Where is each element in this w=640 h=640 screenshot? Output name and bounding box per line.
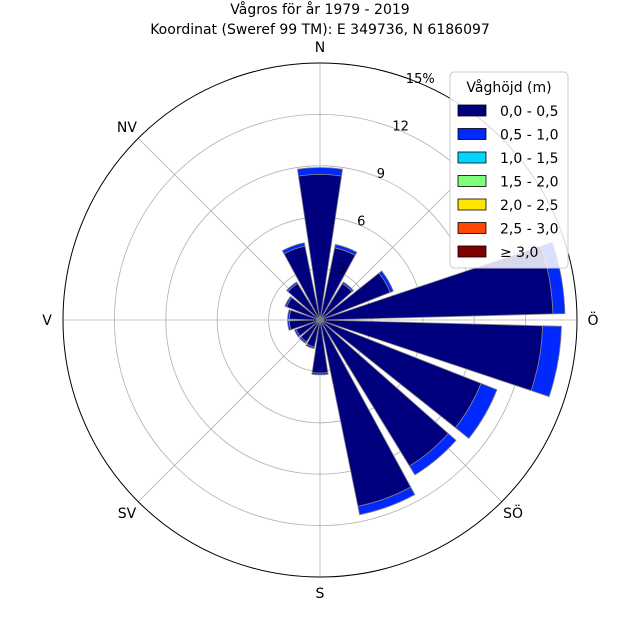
direction-label: V: [42, 313, 52, 329]
bar-dir-140-bin-1: [408, 432, 457, 476]
bar-dir-100-bin-1: [530, 325, 562, 398]
grid-spoke-225: [137, 319, 321, 503]
legend-swatch: [457, 104, 487, 117]
direction-label: SÖ: [503, 504, 523, 522]
radial-tick-label: 15%: [406, 72, 435, 87]
bar-dir-340-bin-1: [281, 242, 306, 255]
legend-entry-label: 1,5 - 2,0: [500, 175, 558, 191]
direction-label: SV: [118, 506, 137, 522]
legend-swatch: [457, 198, 487, 211]
legend-swatch: [457, 222, 487, 234]
chart-title: Vågros för år 1979 - 2019: [230, 1, 409, 18]
legend-swatch: [457, 151, 487, 164]
bar-dir-220-bin-1: [298, 336, 308, 344]
legend-frame: [449, 71, 569, 269]
legend-entry-label: 2,5 - 3,0: [500, 222, 558, 238]
radial-tick-label: 6: [357, 214, 365, 229]
legend: Våghöjd (m) 0,0 - 0,5 0,5 - 1,0 1,0 - 1,5 1…: [449, 71, 569, 269]
radial-tick-labels: 3 6 9 12 15%: [337, 72, 434, 277]
legend-swatch: [457, 245, 487, 258]
legend-title: Våghöjd (m): [466, 79, 551, 96]
legend-items: 0,0 - 0,5 0,5 - 1,0 1,0 - 1,5 1,5 - 2,0 2,0 …: [457, 104, 558, 261]
bar-dir-0-bin-1: [297, 167, 343, 177]
bar-dir-240-bin-1: [293, 328, 301, 338]
legend-swatch: [457, 128, 487, 140]
bar-dir-180-bin-1: [311, 372, 329, 376]
direction-label: Ö: [587, 311, 598, 329]
direction-label: N: [315, 40, 325, 56]
bar-dir-300-bin-1: [284, 295, 293, 308]
bar-dir-120-bin-1: [454, 382, 498, 439]
direction-labels: N NV V SV S SÖ Ö: [42, 40, 598, 602]
bar-dir-160-bin-1: [357, 486, 416, 516]
chart-subtitle: Koordinat (Sweref 99 TM): E 349736, N 61…: [150, 22, 490, 38]
legend-entry-label: 1,0 - 1,5: [500, 151, 558, 167]
direction-label: NV: [117, 120, 137, 136]
legend-swatch: [457, 175, 487, 187]
legend-entry-label: 0,5 - 1,0: [500, 128, 558, 144]
bar-dir-40-bin-1: [341, 281, 354, 293]
direction-label: S: [316, 586, 325, 602]
bar-dir-20-bin-1: [334, 243, 358, 256]
bar-dir-280-bin-1: [287, 309, 292, 320]
legend-entry-label: ≥ 3,0: [500, 245, 538, 261]
radial-tick-label: 12: [392, 119, 409, 134]
bar-dir-60-bin-1: [378, 270, 394, 293]
radial-tick-label: 3: [337, 262, 345, 277]
bar-dir-200-bin-1: [305, 343, 316, 350]
outer-circle: [62, 62, 578, 578]
legend-entry-label: 2,0 - 2,5: [500, 198, 558, 214]
radial-tick-label: 9: [377, 167, 385, 182]
legend-entry-label: 0,0 - 0,5: [500, 104, 558, 120]
bar-dir-260-bin-1: [287, 320, 292, 331]
bar-dir-320-bin-1: [286, 281, 299, 293]
